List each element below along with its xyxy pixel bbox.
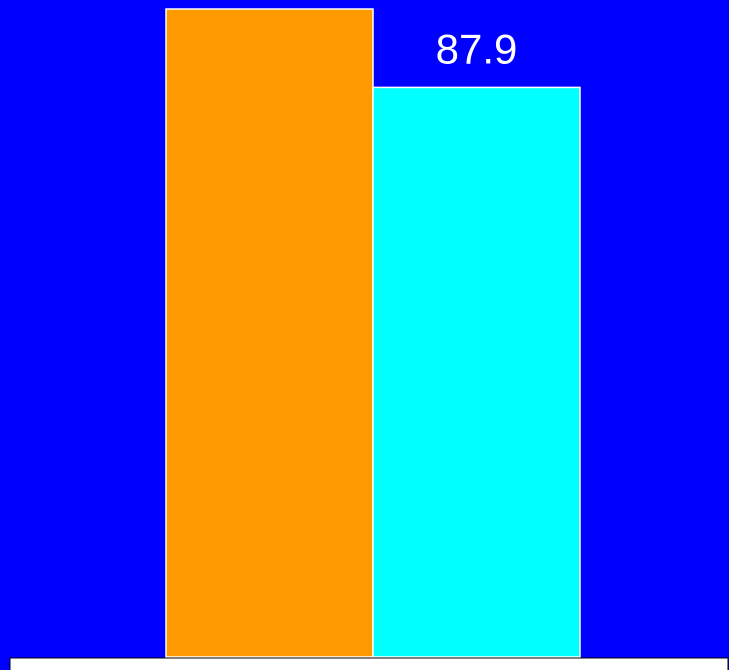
data-label-2: 87.9 — [436, 25, 518, 72]
bars-group — [165, 8, 581, 658]
legend-box — [9, 657, 729, 670]
bar-2 — [372, 86, 581, 658]
bar-1 — [165, 8, 374, 658]
data-labels-group: 87.9 — [436, 25, 518, 72]
